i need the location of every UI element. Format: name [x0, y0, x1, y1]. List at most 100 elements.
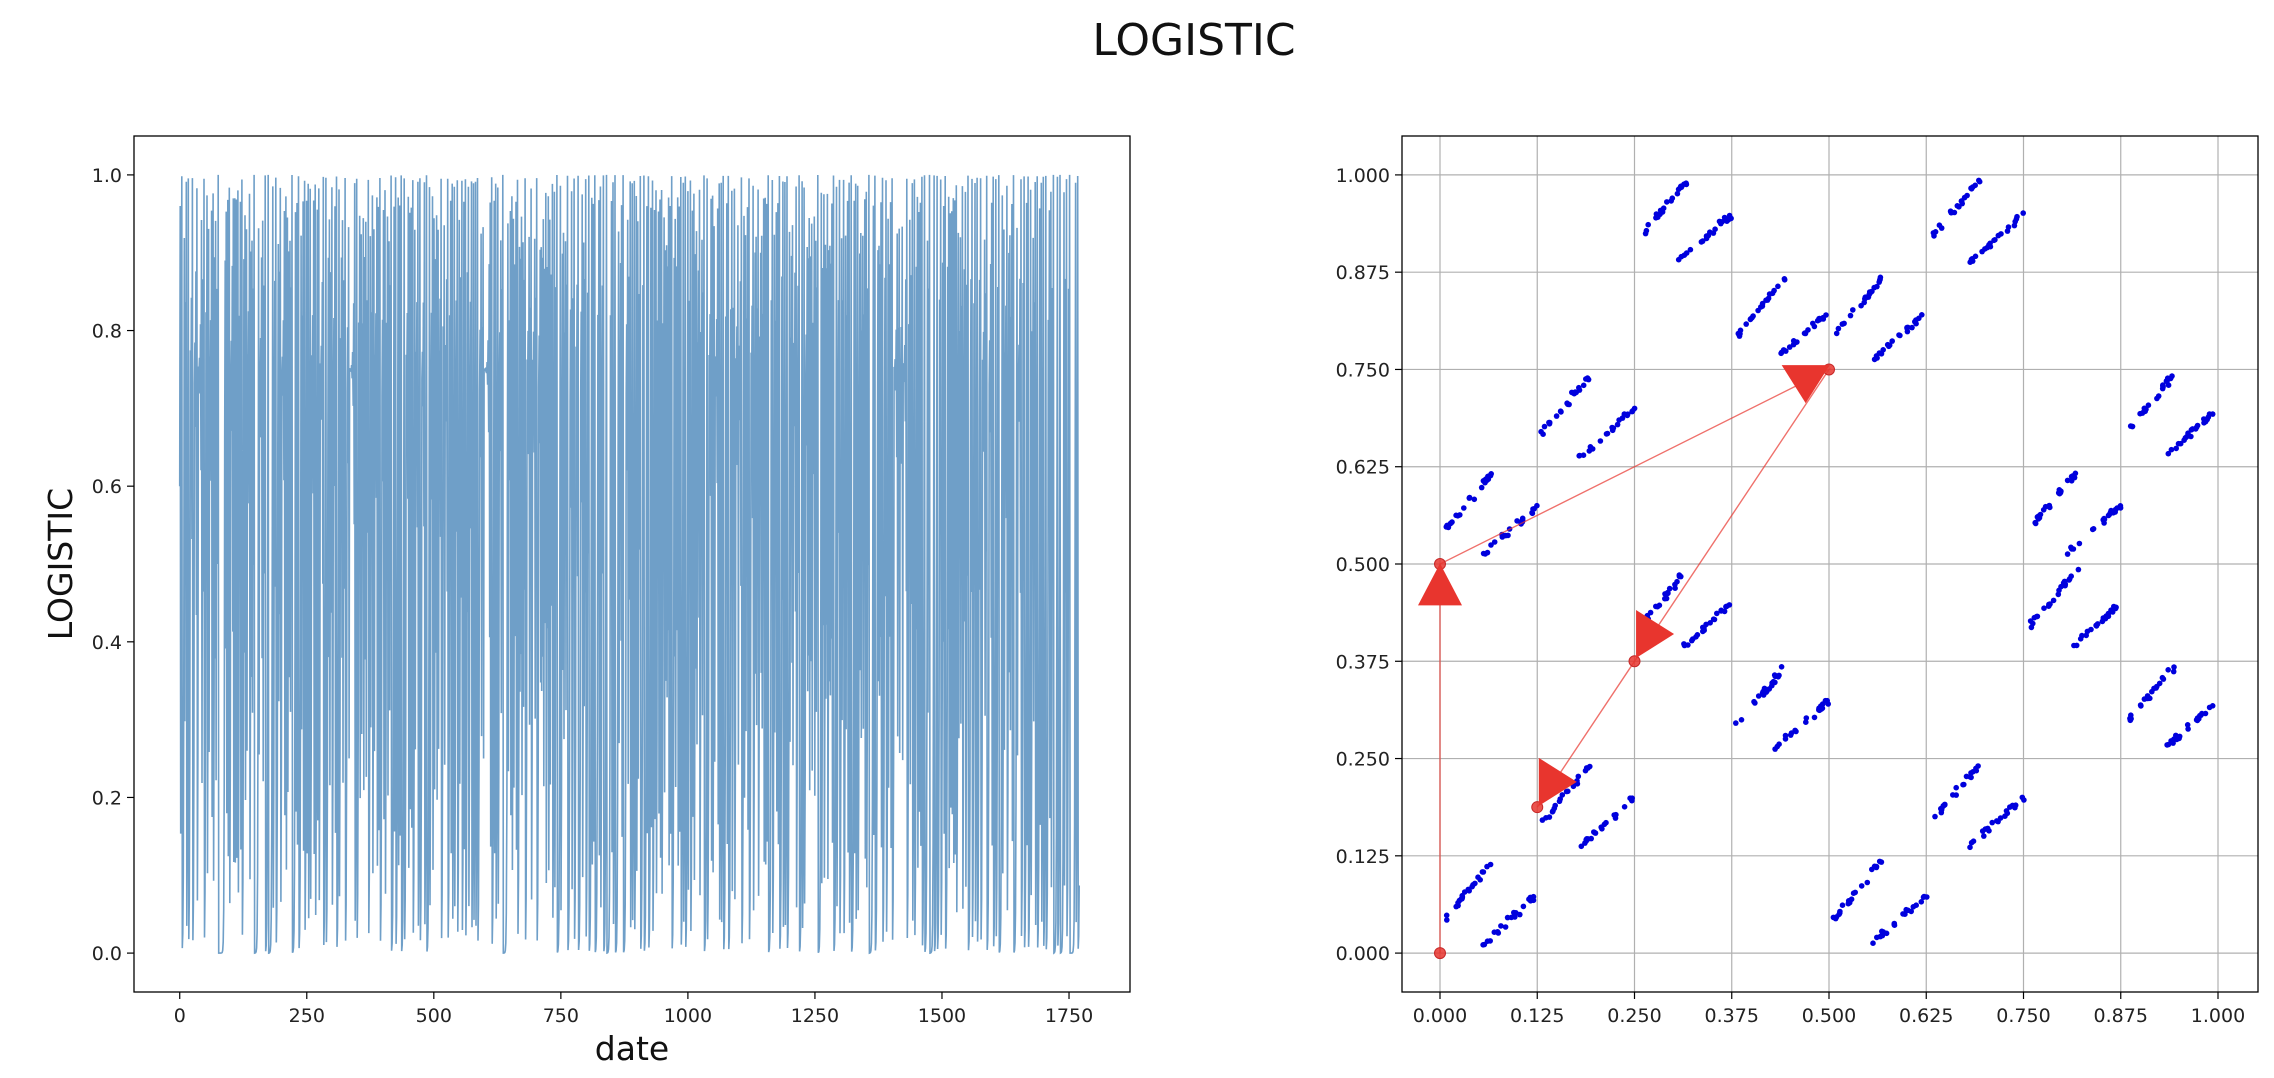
scatter-point — [1904, 328, 1911, 335]
scatter-point — [1870, 940, 1876, 946]
trajectory-point — [1628, 655, 1641, 668]
scatter-point — [1672, 585, 1678, 591]
scatter-point — [1936, 222, 1943, 228]
x-tick-label: 1000 — [664, 1005, 712, 1027]
trajectory-arrow — [1781, 365, 1830, 404]
scatter-point — [1728, 215, 1734, 222]
scatter-point — [1687, 246, 1694, 253]
x-tick-label: 0.375 — [1705, 1005, 1759, 1027]
trajectory-arrow — [1636, 610, 1675, 659]
scatter-point — [2046, 601, 2052, 608]
scatter-point — [2153, 685, 2159, 691]
scatter-point — [1488, 471, 1494, 477]
scatter-point — [1585, 836, 1591, 842]
scatter-point — [1613, 811, 1619, 818]
scatter-point — [1699, 238, 1706, 244]
scatter-point — [1932, 229, 1939, 235]
scatter-point — [1776, 741, 1782, 747]
scatter-point — [1778, 349, 1785, 356]
scatter-point — [1864, 879, 1871, 886]
scatter-point — [1576, 384, 1582, 391]
scatter-point — [1665, 590, 1671, 597]
scatter-point — [2076, 540, 2083, 547]
scatter-point — [1884, 341, 1891, 348]
scatter-point — [1527, 894, 1534, 901]
scatter-point — [1694, 632, 1701, 638]
scatter-point — [2020, 210, 2026, 216]
scatter-point — [1559, 792, 1566, 798]
scatter-point — [1733, 720, 1739, 726]
scatter-point — [1912, 318, 1918, 325]
scatter-point — [1616, 417, 1622, 423]
x-tick-label: 0 — [174, 1005, 186, 1027]
scatter-point — [2068, 478, 2075, 484]
scatter-point — [1502, 924, 1509, 930]
line-chart: 0 250 500 750 1000 1250 1500 1750 0.0 0.2 0.4 0.6 0.… — [41, 135, 1131, 1068]
scatter-point — [2165, 450, 2172, 457]
scatter-point — [2040, 507, 2047, 513]
x-tick-label: 1500 — [918, 1005, 966, 1027]
x-tick-label: 0.000 — [1413, 1005, 1467, 1027]
figure-title: LOGISTIC — [1092, 15, 1295, 66]
scatter-point — [1824, 697, 1830, 704]
scatter-point — [1551, 805, 1558, 812]
scatter-point — [1484, 549, 1491, 556]
scatter-point — [1913, 902, 1919, 908]
scatter-point — [1645, 221, 1651, 228]
scatter-point — [1721, 608, 1728, 615]
x-tick-label: 1750 — [1045, 1005, 1093, 1027]
scatter-point — [1920, 894, 1927, 900]
scatter-point — [1511, 909, 1517, 916]
scatter-point — [1958, 198, 1965, 204]
scatter-point — [1458, 896, 1464, 902]
scatter-point — [2141, 408, 2147, 415]
scatter-point — [2173, 445, 2179, 452]
scatter-point — [2084, 628, 2091, 635]
scatter-point — [2114, 505, 2120, 511]
scatter-point — [1629, 408, 1635, 415]
scatter-point — [1592, 830, 1599, 836]
scatter-point — [1455, 902, 1461, 909]
scatter-point — [1976, 178, 1983, 185]
scatter-point — [1995, 232, 2002, 239]
scatter-point — [1711, 616, 1718, 623]
x-tick-label: 0.875 — [2094, 1005, 2148, 1027]
scatter-point — [1512, 914, 1518, 920]
scatter-point — [1534, 502, 1540, 509]
scatter-point — [2171, 736, 2177, 742]
y-tick-label: 0.625 — [1336, 457, 1390, 479]
scatter-point — [2206, 411, 2213, 417]
scatter-point — [1603, 431, 1610, 437]
scatter-point — [1997, 815, 2004, 821]
scatter-point — [1498, 923, 1504, 929]
scatter-point — [1443, 912, 1450, 919]
scatter-point — [2014, 213, 2020, 220]
scatter-point — [1970, 838, 1977, 844]
trajectory-arrow — [1418, 563, 1462, 606]
scatter-point — [1674, 190, 1681, 197]
scatter-point — [2101, 516, 2108, 522]
scatter-point — [1487, 938, 1493, 944]
y-tick-label: 1.0 — [92, 165, 122, 187]
scatter-point — [1700, 628, 1706, 635]
scatter-point — [1540, 431, 1546, 438]
scatter-point — [2011, 222, 2018, 229]
scatter-point — [1869, 866, 1875, 873]
scatter-chart-axes: 0.000 0.125 0.250 0.375 0.500 0.625 0.750 0.875… — [1336, 165, 2246, 1027]
scatter-point — [2129, 423, 2136, 430]
scatter-point — [2093, 623, 2100, 629]
x-tick-label: 250 — [289, 1005, 325, 1027]
scatter-point — [1571, 390, 1577, 397]
scatter-point — [1948, 209, 1954, 216]
scatter-point — [2028, 624, 2035, 631]
scatter-point — [2141, 696, 2148, 702]
scatter-point — [1578, 843, 1585, 850]
scatter-point — [1972, 253, 1979, 260]
y-tick-label: 0.375 — [1336, 651, 1390, 673]
scatter-point — [2127, 715, 2133, 722]
scatter-point — [2170, 668, 2177, 675]
scatter-point — [1954, 203, 1961, 209]
y-tick-label: 0.6 — [92, 476, 122, 498]
scatter-point — [1766, 686, 1773, 692]
scatter-point — [1794, 339, 1800, 345]
